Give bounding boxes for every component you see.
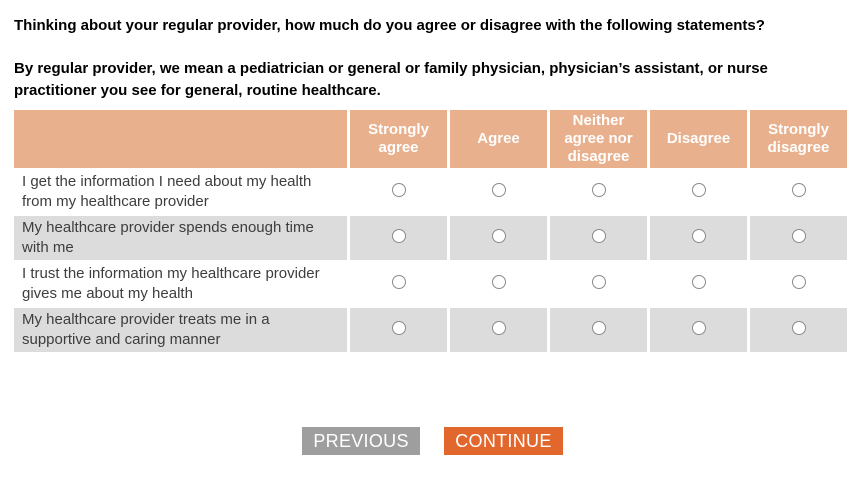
radio-cell <box>750 170 847 214</box>
radio-button[interactable] <box>591 228 606 243</box>
radio-cell <box>750 216 847 260</box>
radio-cell <box>350 216 447 260</box>
question-text: Thinking about your regular provider, ho… <box>14 17 765 34</box>
matrix-header-row: Strongly agree Agree Neither agree nor dis… <box>14 110 847 168</box>
button-bar: PREVIOUS CONTINUE <box>14 427 851 455</box>
column-header: Neither agree nor disagree <box>550 110 647 168</box>
radio-button[interactable] <box>591 320 606 335</box>
column-header: Strongly agree <box>350 110 447 168</box>
radio-button[interactable] <box>791 182 806 197</box>
radio-cell <box>450 262 547 306</box>
continue-button[interactable]: CONTINUE <box>444 427 563 455</box>
radio-button[interactable] <box>491 320 506 335</box>
radio-button[interactable] <box>591 274 606 289</box>
radio-cell <box>650 308 747 352</box>
statement-text: My healthcare provider treats me in a su… <box>14 308 347 352</box>
radio-cell <box>550 216 647 260</box>
radio-button[interactable] <box>391 182 406 197</box>
radio-button[interactable] <box>691 182 706 197</box>
radio-button[interactable] <box>391 274 406 289</box>
radio-button[interactable] <box>691 274 706 289</box>
radio-cell <box>450 216 547 260</box>
matrix-body: I get the information I need about my he… <box>14 170 847 352</box>
radio-button[interactable] <box>491 274 506 289</box>
radio-button[interactable] <box>791 228 806 243</box>
radio-cell <box>650 216 747 260</box>
radio-cell <box>350 262 447 306</box>
table-row: I trust the information my healthcare pr… <box>14 262 847 306</box>
radio-cell <box>750 308 847 352</box>
radio-cell <box>550 262 647 306</box>
statement-text: I get the information I need about my he… <box>22 173 312 210</box>
table-row: I get the information I need about my he… <box>14 170 847 214</box>
radio-cell <box>750 262 847 306</box>
radio-cell <box>650 262 747 306</box>
radio-button[interactable] <box>791 274 806 289</box>
radio-cell <box>550 308 647 352</box>
radio-cell <box>350 308 447 352</box>
radio-button[interactable] <box>691 228 706 243</box>
radio-cell <box>450 308 547 352</box>
previous-button[interactable]: PREVIOUS <box>302 427 420 455</box>
radio-cell <box>450 170 547 214</box>
column-header: Disagree <box>650 110 747 168</box>
matrix-corner-cell <box>14 110 347 168</box>
radio-button[interactable] <box>391 320 406 335</box>
radio-button[interactable] <box>391 228 406 243</box>
statement-text: My healthcare provider spends enough tim… <box>14 216 347 260</box>
matrix-table: Strongly agree Agree Neither agree nor dis… <box>11 108 850 354</box>
column-header: Agree <box>450 110 547 168</box>
question-subtext: By regular provider, we mean a pediatric… <box>14 60 768 99</box>
radio-button[interactable] <box>791 320 806 335</box>
radio-button[interactable] <box>491 228 506 243</box>
column-header: Strongly disagree <box>750 110 847 168</box>
radio-cell <box>350 170 447 214</box>
radio-button[interactable] <box>591 182 606 197</box>
table-row: My healthcare provider treats me in a su… <box>14 308 847 352</box>
radio-cell <box>550 170 647 214</box>
statement-text: I trust the information my healthcare pr… <box>22 265 320 302</box>
radio-cell <box>650 170 747 214</box>
table-row: My healthcare provider spends enough tim… <box>14 216 847 260</box>
radio-button[interactable] <box>691 320 706 335</box>
radio-button[interactable] <box>491 182 506 197</box>
